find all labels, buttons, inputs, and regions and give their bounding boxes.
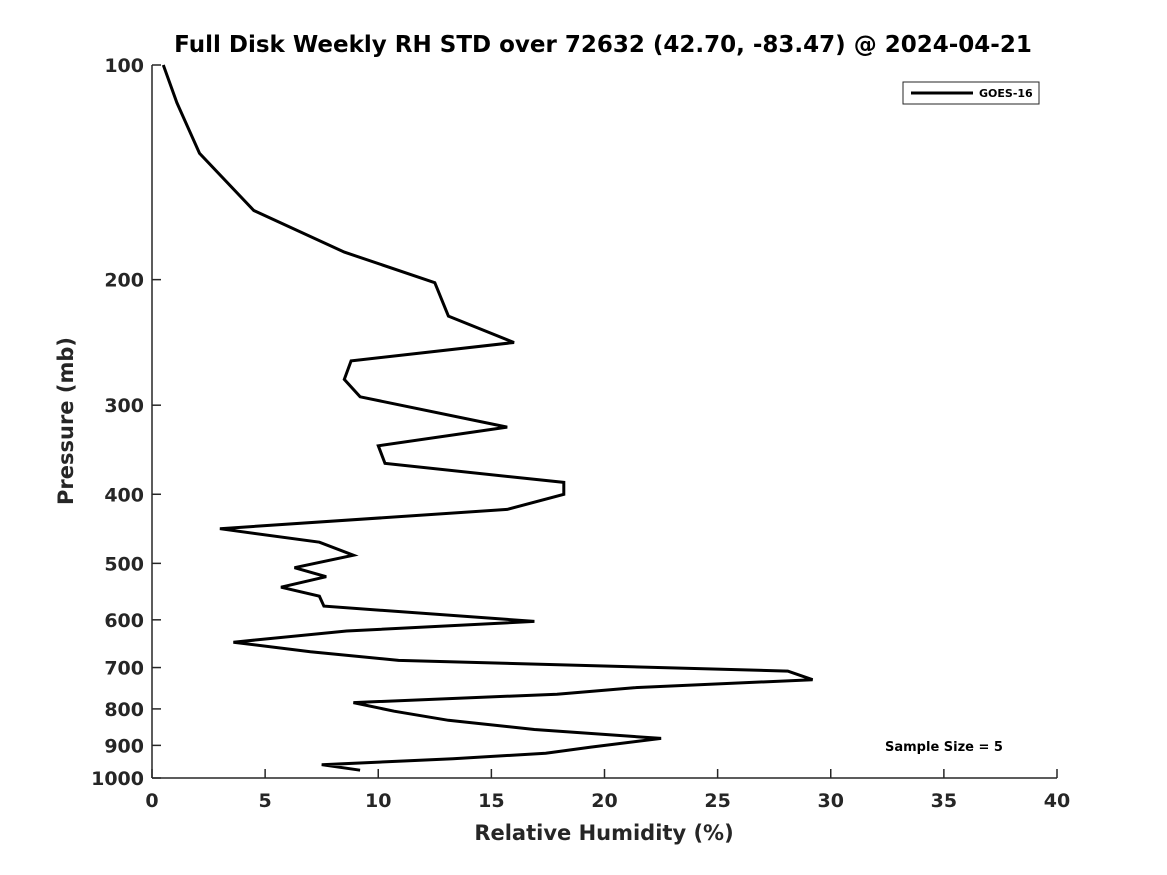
legend-label: GOES-16 — [979, 87, 1033, 100]
x-tick-label: 10 — [365, 790, 391, 812]
x-axis-label: Relative Humidity (%) — [474, 821, 733, 845]
y-tick-label: 800 — [104, 699, 144, 721]
x-tick-label: 15 — [478, 790, 504, 812]
x-tick-label: 0 — [145, 790, 158, 812]
y-tick-label: 600 — [104, 610, 144, 632]
sample-size-annotation: Sample Size = 5 — [885, 740, 1003, 755]
x-tick-label: 40 — [1044, 790, 1070, 812]
y-tick-label: 1000 — [91, 768, 144, 790]
y-tick-label: 700 — [104, 658, 144, 680]
y-axis-label: Pressure (mb) — [54, 337, 78, 505]
chart-title: Full Disk Weekly RH STD over 72632 (42.7… — [174, 32, 1032, 58]
y-ticks: 100 200 300 400 500 600 700 800 900 1000 — [91, 55, 161, 790]
y-tick-label: 100 — [104, 55, 144, 77]
x-tick-label: 25 — [704, 790, 730, 812]
legend: GOES-16 — [902, 81, 1040, 105]
axes — [151, 65, 1057, 779]
x-tick-label: 5 — [259, 790, 272, 812]
x-tick-label: 30 — [818, 790, 844, 812]
y-tick-label: 400 — [104, 484, 144, 506]
y-tick-label: 500 — [104, 553, 144, 575]
x-tick-label: 20 — [591, 790, 617, 812]
y-tick-label: 200 — [104, 270, 144, 292]
series-line-goes-16 — [161, 64, 814, 772]
y-tick-label: 900 — [104, 735, 144, 757]
x-ticks: 0 5 10 15 20 25 30 35 40 — [145, 769, 1070, 812]
x-tick-label: 35 — [931, 790, 957, 812]
y-tick-label: 300 — [104, 395, 144, 417]
